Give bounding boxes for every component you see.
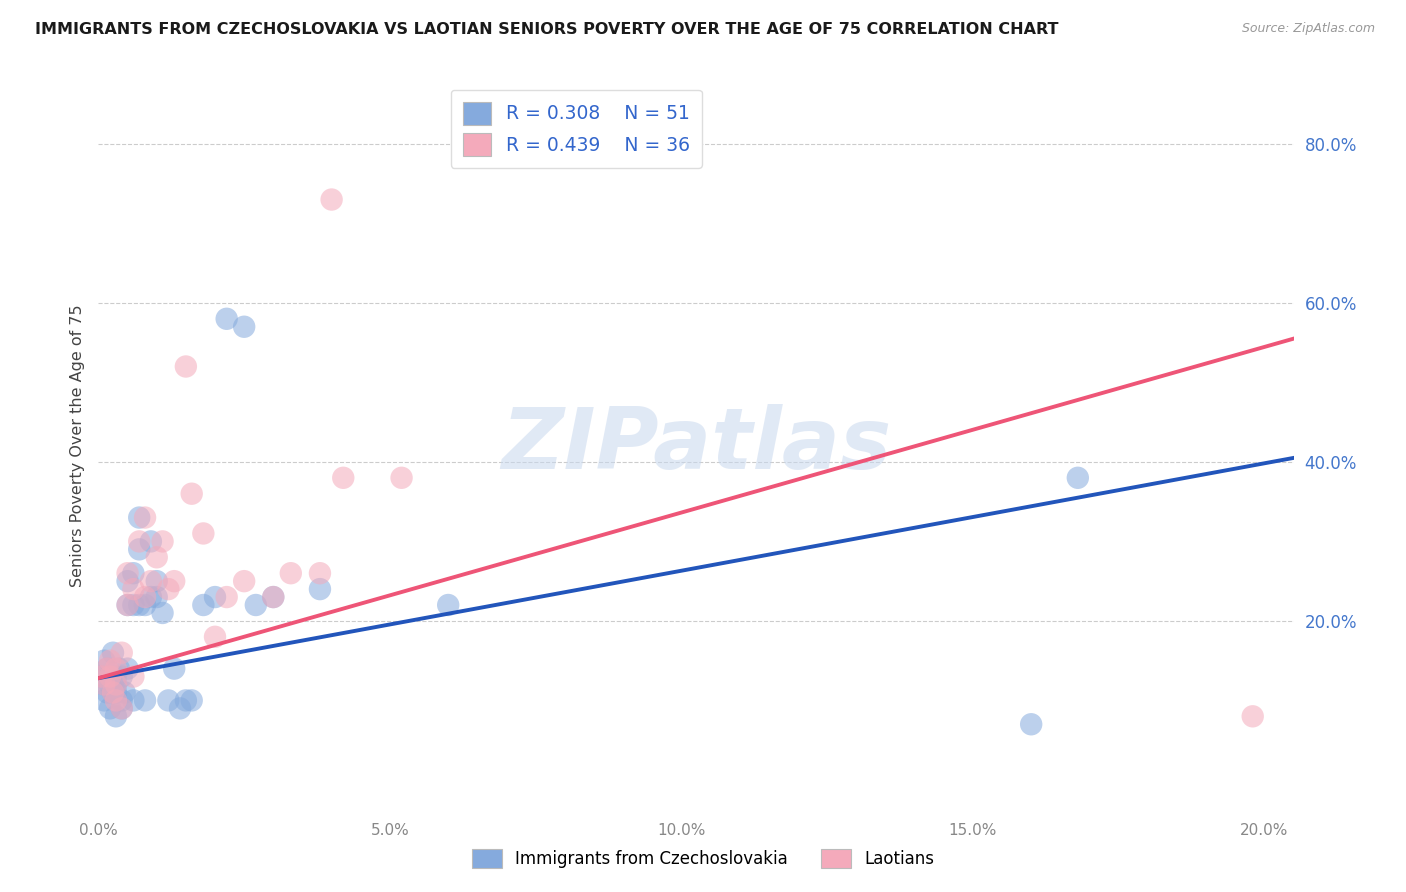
Point <box>96 662 118 676</box>
Point <box>90 669 112 683</box>
Point <box>111 693 134 707</box>
Point <box>101 685 124 699</box>
Point <box>215 311 238 326</box>
Point <box>1241 709 1264 723</box>
Point <box>332 471 354 485</box>
Point <box>145 550 167 565</box>
Point <box>174 693 197 707</box>
Point <box>104 677 127 691</box>
Point <box>111 701 134 715</box>
Point <box>93 654 115 668</box>
Point <box>104 693 127 707</box>
Point <box>98 669 121 683</box>
Text: Source: ZipAtlas.com: Source: ZipAtlas.com <box>1241 22 1375 36</box>
Point <box>262 590 284 604</box>
Point <box>139 574 162 589</box>
Point <box>145 574 167 589</box>
Point <box>193 526 215 541</box>
Point <box>128 542 150 557</box>
Point <box>117 662 139 676</box>
Point <box>104 685 127 699</box>
Point <box>93 677 115 691</box>
Point <box>174 359 197 374</box>
Point <box>108 662 131 676</box>
Point <box>93 677 115 691</box>
Point <box>104 677 127 691</box>
Point <box>1067 471 1090 485</box>
Point <box>139 590 162 604</box>
Point <box>104 709 127 723</box>
Point <box>163 662 186 676</box>
Point <box>111 669 134 683</box>
Point <box>134 693 156 707</box>
Point <box>122 598 145 612</box>
Point <box>169 701 191 715</box>
Legend: Immigrants from Czechoslovakia, Laotians: Immigrants from Czechoslovakia, Laotians <box>465 843 941 875</box>
Point <box>98 669 121 683</box>
Point <box>152 606 174 620</box>
Point <box>111 701 134 715</box>
Point <box>180 486 202 500</box>
Point <box>163 574 186 589</box>
Point <box>134 510 156 524</box>
Point <box>391 471 413 485</box>
Point <box>215 590 238 604</box>
Point <box>180 693 202 707</box>
Point <box>152 534 174 549</box>
Point <box>122 669 145 683</box>
Point <box>280 566 302 581</box>
Point <box>262 590 284 604</box>
Point <box>122 582 145 596</box>
Point <box>128 534 150 549</box>
Point <box>309 582 332 596</box>
Point <box>90 669 112 683</box>
Point <box>437 598 460 612</box>
Text: ZIPatlas: ZIPatlas <box>501 404 891 488</box>
Point <box>145 590 167 604</box>
Point <box>204 630 226 644</box>
Point <box>101 685 124 699</box>
Point <box>93 693 115 707</box>
Point <box>117 566 139 581</box>
Y-axis label: Seniors Poverty Over the Age of 75: Seniors Poverty Over the Age of 75 <box>69 305 84 587</box>
Point <box>134 590 156 604</box>
Point <box>117 574 139 589</box>
Point <box>98 654 121 668</box>
Point <box>193 598 215 612</box>
Point <box>122 693 145 707</box>
Point <box>204 590 226 604</box>
Point <box>122 566 145 581</box>
Text: IMMIGRANTS FROM CZECHOSLOVAKIA VS LAOTIAN SENIORS POVERTY OVER THE AGE OF 75 COR: IMMIGRANTS FROM CZECHOSLOVAKIA VS LAOTIA… <box>35 22 1059 37</box>
Point <box>104 669 127 683</box>
Point <box>96 685 118 699</box>
Point <box>117 598 139 612</box>
Point <box>117 598 139 612</box>
Point <box>309 566 332 581</box>
Point <box>114 685 136 699</box>
Point <box>96 662 118 676</box>
Point <box>1019 717 1042 731</box>
Point <box>157 693 180 707</box>
Point <box>98 701 121 715</box>
Point <box>98 677 121 691</box>
Point <box>101 646 124 660</box>
Point <box>104 662 127 676</box>
Point <box>233 319 256 334</box>
Point <box>233 574 256 589</box>
Point <box>245 598 267 612</box>
Point <box>128 510 150 524</box>
Point <box>139 534 162 549</box>
Legend: R = 0.308    N = 51, R = 0.439    N = 36: R = 0.308 N = 51, R = 0.439 N = 36 <box>451 90 702 169</box>
Point <box>321 193 343 207</box>
Point <box>128 598 150 612</box>
Point <box>134 598 156 612</box>
Point <box>111 646 134 660</box>
Point <box>157 582 180 596</box>
